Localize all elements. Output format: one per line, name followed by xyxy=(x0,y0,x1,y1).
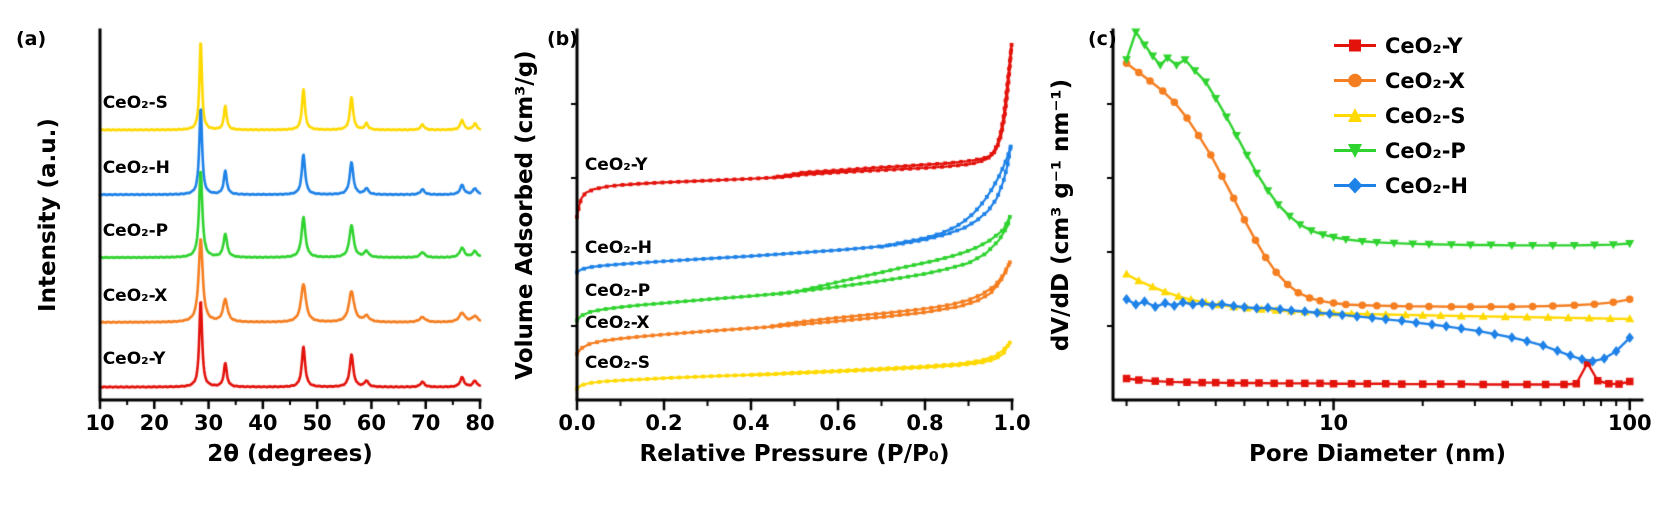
series-label: CeO₂-X xyxy=(102,285,168,306)
legend-item-label: CeO₂-Y xyxy=(1385,33,1463,58)
series-label: CeO₂-H xyxy=(102,158,170,178)
panel-a-xaxis-title: 2θ (degrees) xyxy=(207,441,373,467)
x-tick-label: 10 xyxy=(1318,411,1349,435)
x-tick-label: 40 xyxy=(248,411,278,435)
legend-item: CeO₂-S xyxy=(1332,100,1468,131)
x-tick-label: 60 xyxy=(356,411,387,435)
x-tick-label: 0.4 xyxy=(732,411,770,435)
legend-item: CeO₂-Y xyxy=(1332,30,1468,61)
panel-b-xaxis-title: Relative Pressure (P/P₀) xyxy=(639,441,950,467)
legend-item: CeO₂-H xyxy=(1332,170,1468,201)
series-label: CeO₂-X xyxy=(584,312,650,333)
series-label: CeO₂-S xyxy=(102,93,168,114)
panel-a-letter: (a) xyxy=(16,28,47,50)
x-tick-label: 20 xyxy=(139,411,169,435)
x-tick-label: 0.0 xyxy=(558,411,596,435)
legend-item-label: CeO₂-H xyxy=(1385,173,1468,198)
x-tick-label: 30 xyxy=(193,411,224,435)
series-label: CeO₂-S xyxy=(584,353,651,374)
x-tick-label: 80 xyxy=(465,411,495,435)
series-label: CeO₂-Y xyxy=(102,348,166,369)
panel-a-yaxis-title: Intensity (a.u.) xyxy=(35,118,61,312)
diamond-legend-marker-icon xyxy=(1334,177,1376,194)
legend-item: CeO₂-X xyxy=(1332,65,1468,96)
panel-c-letter: (c) xyxy=(1088,28,1117,50)
x-tick-label: 50 xyxy=(302,411,332,435)
series-label: CeO₂-P xyxy=(584,280,651,301)
panel-b-yaxis-title: Volume Adsorbed (cm³/g) xyxy=(512,50,538,380)
panel-c-xaxis-title: Pore Diameter (nm) xyxy=(1249,441,1506,467)
x-tick-label: 100 xyxy=(1607,411,1652,435)
circle-legend-marker-icon xyxy=(1334,73,1376,88)
legend-item-label: CeO₂-P xyxy=(1385,138,1466,163)
x-tick-label: 0.6 xyxy=(819,411,857,435)
x-tick-label: 70 xyxy=(411,411,441,435)
series-label: CeO₂-Y xyxy=(584,155,648,176)
legend-item-label: CeO₂-S xyxy=(1385,103,1466,128)
panel-b-letter: (b) xyxy=(547,28,578,50)
legend-item-label: CeO₂-X xyxy=(1385,68,1465,93)
series-label: CeO₂-H xyxy=(584,237,653,258)
series-label: CeO₂-P xyxy=(102,220,169,241)
triangle-up-legend-marker-icon xyxy=(1334,108,1376,122)
x-tick-label: 0.8 xyxy=(906,411,944,435)
triangle-down-legend-marker-icon xyxy=(1334,144,1376,158)
legend-item: CeO₂-P xyxy=(1332,135,1468,166)
square-legend-marker-icon xyxy=(1334,39,1376,52)
x-tick-label: 0.2 xyxy=(645,411,683,435)
legend: CeO₂-Y CeO₂-X CeO₂-S CeO₂-P CeO₂-H xyxy=(1332,30,1468,201)
panel-c-yaxis-title: dV/dD (cm³ g⁻¹ nm⁻¹) xyxy=(1048,78,1074,352)
x-tick-label: 10 xyxy=(85,411,115,435)
x-tick-label: 1.0 xyxy=(993,411,1031,435)
